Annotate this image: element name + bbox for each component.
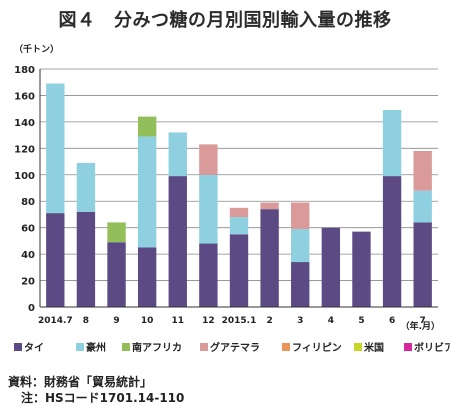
- legend: タイ 豪州 南アフリカ グアテマラ フィリピン 米国 ボリビア: [14, 341, 450, 354]
- bar-segment: [352, 231, 371, 307]
- legend-label: タイ: [24, 342, 44, 354]
- y-tick-label: 20: [21, 277, 35, 288]
- y-tick-label: 40: [21, 250, 35, 261]
- x-tick-label: 3: [297, 316, 303, 326]
- x-tick-label: 7: [420, 316, 426, 326]
- x-tick-label: 2: [266, 316, 272, 326]
- y-tick-label: 180: [14, 65, 35, 76]
- bar-segment: [229, 234, 249, 307]
- x-tick-label: 9: [113, 316, 119, 326]
- y-tick-label: 140: [14, 118, 35, 129]
- bar-segment: [107, 222, 126, 243]
- x-tick-label: 2015.1: [222, 316, 257, 326]
- bar-segment: [46, 83, 65, 214]
- y-tick-label: 0: [28, 303, 35, 314]
- bar-segment: [199, 174, 218, 244]
- bar-segment: [199, 243, 218, 307]
- legend-label: フィリピン: [292, 342, 342, 354]
- bar-segment: [291, 202, 310, 229]
- legend-swatch: [14, 343, 22, 351]
- bar-segment: [291, 262, 310, 307]
- legend-swatch: [354, 343, 362, 351]
- bar-segment: [229, 217, 249, 235]
- x-tick-label: 6: [389, 316, 395, 326]
- x-axis-label: （年.月）: [401, 320, 440, 332]
- hs-code-note: 注：HSコード1701.14-110: [21, 391, 185, 405]
- legend-label: 南アフリカ: [132, 341, 182, 354]
- x-tick-label: 5: [358, 316, 364, 326]
- y-tick-label: 60: [21, 224, 35, 235]
- legend-swatch: [76, 343, 84, 351]
- bar-segment: [168, 132, 187, 177]
- legend-swatch: [200, 343, 208, 351]
- bar-segment: [76, 211, 96, 307]
- bar-segment: [260, 202, 279, 210]
- bar-segment: [321, 227, 341, 307]
- legend-label: ボリビア: [414, 341, 450, 354]
- legend-label: グアテマラ: [210, 341, 260, 354]
- y-tick-label: 80: [21, 197, 35, 208]
- bar-segment: [229, 207, 249, 218]
- y-axis-label: （千トン）: [14, 43, 59, 55]
- bar-segment: [291, 228, 310, 263]
- legend-swatch: [122, 343, 130, 351]
- bar-series-group: [46, 83, 432, 307]
- bar-segment: [137, 116, 157, 137]
- legend-swatch: [404, 343, 412, 351]
- x-tick-label: 10: [141, 316, 154, 326]
- y-tick-label: 160: [14, 91, 35, 102]
- bar-segment: [168, 176, 187, 307]
- chart-title: 図４ 分みつ糖の月別国別輸入量の推移: [58, 10, 392, 31]
- bar-segment: [107, 242, 126, 307]
- bar-segment: [76, 162, 96, 212]
- x-tick-label: 11: [172, 316, 185, 326]
- bar-segment: [46, 213, 65, 307]
- x-tick-label: 12: [202, 316, 215, 326]
- stacked-bar-chart: （千トン） 0 20 40 60 80 100 120 140 160 180 2014.7 8 9 1…: [14, 43, 450, 354]
- axes: [39, 69, 438, 308]
- legend-label: 米国: [364, 341, 384, 354]
- y-tick-labels: 0 20 40 60 80 100 120 140 160 180: [14, 65, 35, 314]
- bar-segment: [413, 190, 432, 223]
- source-note: 資料：財務省「貿易統計」: [8, 375, 153, 389]
- legend-swatch: [282, 343, 290, 351]
- x-tick-label: 8: [83, 316, 89, 326]
- bar-segment: [137, 136, 157, 248]
- x-tick-label: 2014.7: [38, 316, 73, 326]
- bar-segment: [382, 176, 402, 307]
- bar-segment: [199, 144, 218, 175]
- x-tick-labels: 2014.7 8 9 10 11 12 2015.1 2 3 4 5 6 7: [38, 316, 426, 326]
- bar-segment: [413, 222, 432, 307]
- bar-segment: [137, 247, 157, 307]
- bar-segment: [382, 109, 402, 177]
- x-tick-label: 4: [328, 316, 334, 326]
- y-tick-label: 120: [14, 144, 35, 155]
- y-tick-label: 100: [14, 171, 35, 182]
- legend-label: 豪州: [86, 341, 106, 354]
- bar-segment: [413, 150, 432, 191]
- bar-segment: [260, 209, 279, 307]
